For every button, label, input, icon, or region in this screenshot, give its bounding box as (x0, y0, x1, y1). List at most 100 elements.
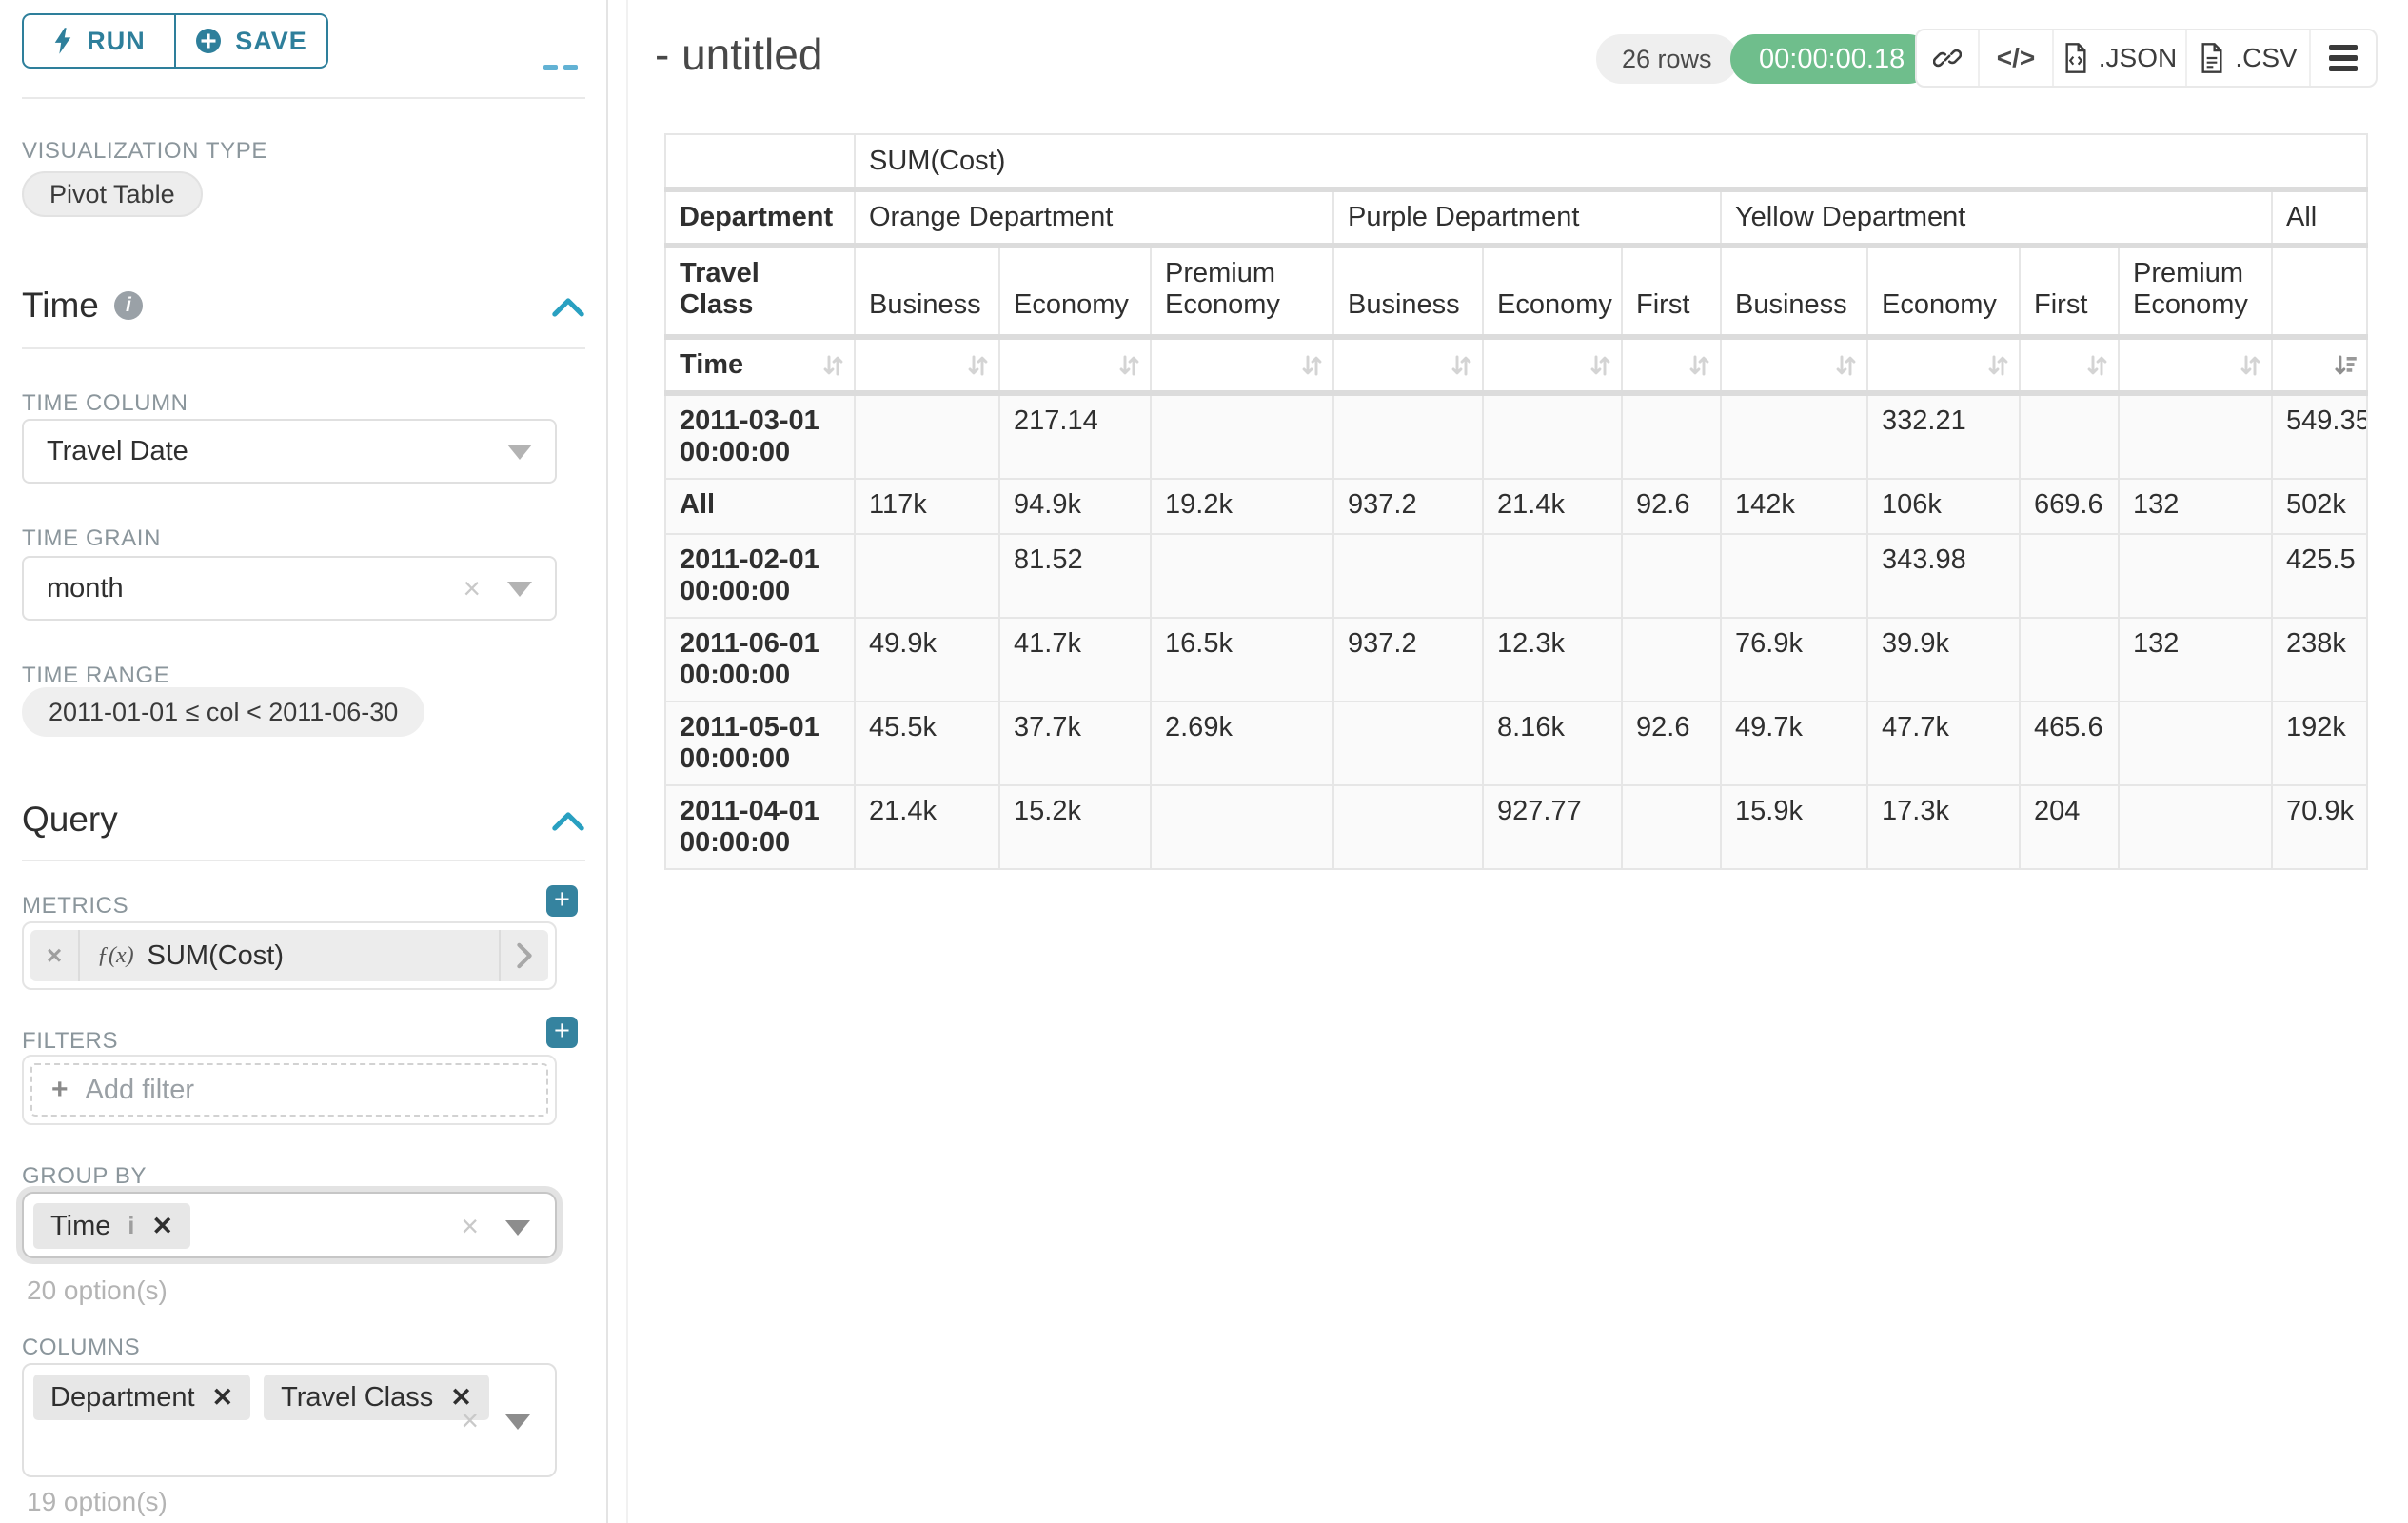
sort-header-time[interactable]: Time (665, 337, 855, 393)
add-metric-button[interactable]: + (546, 885, 578, 917)
run-button[interactable]: RUN (22, 13, 175, 69)
export-json-label: .JSON (2099, 43, 2177, 73)
pivot-row: All117k94.9k19.2k937.221.4k92.6142k106k6… (665, 479, 2367, 534)
sort-icon (1588, 352, 1613, 378)
selected-option-chip[interactable]: Travel Class✕ (264, 1375, 489, 1420)
pivot-row: 2011-05-01 00:00:0045.5k37.7k2.69k8.16k9… (665, 702, 2367, 785)
more-options-button[interactable] (2311, 30, 2376, 86)
info-icon: i (128, 1213, 134, 1240)
column-group-header: Purple Department (1333, 189, 1721, 246)
group-by-select[interactable]: Timei✕ × (22, 1192, 557, 1258)
selected-option-chip[interactable]: Timei✕ (33, 1203, 190, 1249)
sort-header-cell[interactable] (1151, 337, 1333, 393)
chevron-up-icon[interactable] (552, 297, 584, 318)
pivot-value-cell: 2.69k (1151, 702, 1333, 785)
add-filter-dropzone[interactable]: + Add filter (30, 1063, 548, 1117)
sort-header-cell[interactable] (1867, 337, 2020, 393)
pivot-value-cell: 132 (2119, 479, 2272, 534)
sort-icon (820, 352, 846, 378)
row-header-cell: All (665, 479, 855, 534)
pivot-value-cell: 132 (2119, 618, 2272, 702)
clipped-icon (543, 65, 558, 70)
pivot-value-cell (855, 534, 999, 618)
pivot-value-cell: 106k (1867, 479, 2020, 534)
clear-icon[interactable]: × (461, 1405, 479, 1435)
sort-header-cell[interactable] (1483, 337, 1622, 393)
pivot-value-cell: 37.7k (999, 702, 1151, 785)
sort-header-row: Time (665, 337, 2367, 393)
chart-title[interactable]: - untitled (655, 29, 822, 80)
pivot-value-cell: 549.35 (2272, 393, 2367, 479)
pivot-row: 2011-02-01 00:00:0081.52343.98425.5 (665, 534, 2367, 618)
pivot-value-cell: 70.9k (2272, 785, 2367, 869)
sort-header-cell[interactable] (2272, 337, 2367, 393)
time-grain-select[interactable]: month × (22, 556, 557, 621)
pivot-value-cell (2119, 534, 2272, 618)
clear-icon[interactable]: × (463, 573, 481, 603)
selected-option-chip[interactable]: Department✕ (33, 1375, 250, 1420)
sort-header-cell[interactable] (1622, 337, 1721, 393)
time-column-select[interactable]: Travel Date (22, 419, 557, 484)
pivot-value-cell: 19.2k (1151, 479, 1333, 534)
remove-chip-icon[interactable]: ✕ (151, 1212, 173, 1241)
pivot-value-cell: 49.9k (855, 618, 999, 702)
panel-divider[interactable] (606, 0, 608, 1523)
filters-box: + Add filter (22, 1055, 557, 1125)
pivot-value-cell (1622, 393, 1721, 479)
metric-value: SUM(Cost) (148, 940, 284, 972)
pivot-value-cell: 425.5 (2272, 534, 2367, 618)
clear-icon[interactable]: × (461, 1211, 479, 1241)
column-subheader: Premium Economy (1151, 246, 1333, 337)
column-subheader: Economy (999, 246, 1151, 337)
query-section-title: Query (22, 800, 118, 840)
time-range-pill[interactable]: 2011-01-01 ≤ col < 2011-06-30 (22, 687, 424, 737)
export-json-button[interactable]: .JSON (2054, 30, 2187, 86)
sort-header-cell[interactable] (1333, 337, 1483, 393)
pivot-value-cell: 465.6 (2020, 702, 2119, 785)
chevron-down-icon (505, 1414, 530, 1430)
viz-type-pill[interactable]: Pivot Table (22, 171, 203, 217)
pivot-value-cell: 45.5k (855, 702, 999, 785)
pivot-row: 2011-06-01 00:00:0049.9k41.7k16.5k937.21… (665, 618, 2367, 702)
chevron-down-icon (507, 445, 532, 460)
time-grain-label: TIME GRAIN (22, 525, 161, 552)
column-subheader: Economy (1483, 246, 1622, 337)
divider (22, 860, 585, 861)
sort-header-cell[interactable] (1721, 337, 1867, 393)
sort-header-cell[interactable] (999, 337, 1151, 393)
sort-header-cell[interactable] (855, 337, 999, 393)
chevron-up-icon[interactable] (552, 811, 584, 832)
export-csv-button[interactable]: .CSV (2187, 30, 2311, 86)
pivot-value-cell: 927.77 (1483, 785, 1622, 869)
pivot-value-cell (1333, 534, 1483, 618)
save-button[interactable]: SAVE (175, 13, 328, 69)
pivot-value-cell (2119, 785, 2272, 869)
remove-metric-icon[interactable]: × (30, 930, 80, 981)
metric-header-row: SUM(Cost) (665, 134, 2367, 189)
time-section-label: Time (22, 286, 99, 326)
column-subheader: Business (1721, 246, 1867, 337)
add-filter-button[interactable]: + (546, 1017, 578, 1048)
pivot-value-cell (1333, 702, 1483, 785)
time-column-value: Travel Date (47, 436, 188, 467)
columns-select[interactable]: Department✕Travel Class✕ × (22, 1363, 557, 1477)
travel-class-header-row: Travel ClassBusinessEconomyPremium Econo… (665, 246, 2367, 337)
pivot-value-cell (1721, 393, 1867, 479)
chip-label: Travel Class (281, 1382, 433, 1414)
pivot-value-cell: 21.4k (1483, 479, 1622, 534)
sort-header-cell[interactable] (2119, 337, 2272, 393)
share-link-button[interactable] (1917, 30, 1980, 86)
add-filter-placeholder: Add filter (86, 1075, 194, 1106)
sort-header-cell[interactable] (2020, 337, 2119, 393)
chevron-right-icon[interactable] (499, 930, 548, 981)
query-section-label: Query (22, 800, 118, 840)
panel-gutter (626, 0, 628, 1523)
remove-chip-icon[interactable]: ✕ (212, 1383, 234, 1413)
pivot-value-cell (1151, 534, 1333, 618)
column-subheader: Economy (1867, 246, 2020, 337)
metric-pill[interactable]: × ƒ(x) SUM(Cost) (30, 930, 548, 981)
info-icon: i (114, 291, 143, 320)
pivot-table: SUM(Cost)DepartmentOrange DepartmentPurp… (664, 133, 2368, 870)
pivot-value-cell: 41.7k (999, 618, 1151, 702)
view-query-button[interactable]: </> (1980, 30, 2054, 86)
